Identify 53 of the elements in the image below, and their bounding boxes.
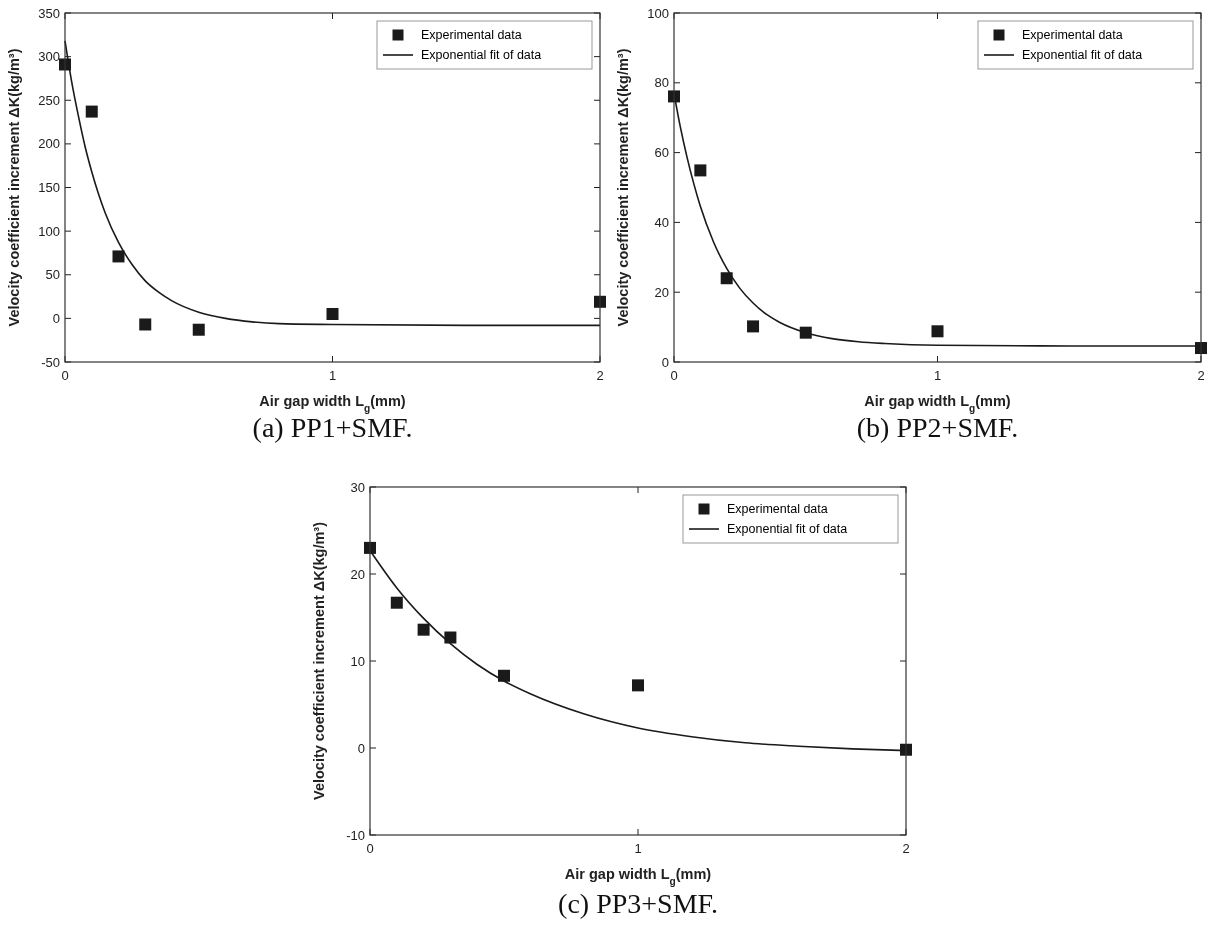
x-axis-title: Air gap width L$_{g}$(mm) [864, 393, 1011, 414]
y-axis-title: Velocity coefficient increment ΔK(kg/m³) [311, 521, 327, 800]
point [326, 308, 339, 321]
y-tick-label: -50 [41, 354, 60, 370]
text: (c) PP3+SMF. [558, 888, 718, 919]
x-tick-label: 1 [328, 368, 337, 383]
y-tick-label: 350 [38, 5, 60, 21]
x-tick-label: 2 [1197, 368, 1205, 383]
y-tick-label: 40 [654, 214, 669, 230]
point [112, 250, 125, 263]
y-tick-label: 100 [647, 5, 669, 21]
y-tick-label: 10 [350, 653, 365, 669]
point [720, 272, 733, 285]
point [139, 318, 152, 331]
y-tick-label: 30 [350, 479, 365, 495]
y-tick-label: 200 [38, 136, 60, 152]
point [498, 669, 510, 682]
point [632, 679, 644, 692]
point [85, 105, 98, 118]
legend-label: Experimental data [1022, 28, 1123, 42]
x-tick-label: 2 [596, 368, 604, 383]
x-axis-title: Air gap width L$_{g}$(mm) [564, 866, 712, 887]
point [444, 631, 457, 644]
legend-label: Experimental data [421, 28, 522, 42]
legend-label: Exponential fit of data [727, 522, 848, 536]
y-tick-label: 150 [38, 180, 60, 195]
y-tick-label: 20 [350, 566, 365, 582]
point [694, 164, 707, 177]
point [417, 623, 430, 636]
y-tick-label: 300 [38, 49, 60, 65]
y-tick-label: -10 [346, 827, 365, 843]
y-tick-label: 0 [661, 354, 669, 370]
point [390, 596, 403, 609]
x-tick-label: 2 [902, 841, 910, 856]
y-tick-label: 60 [654, 145, 669, 161]
y-tick-label: 250 [38, 92, 60, 108]
legend-label: Exponential fit of data [421, 48, 542, 62]
y-tick-label: 100 [38, 223, 60, 239]
y-axis-title: Velocity coefficient increment ΔK(kg/m³) [6, 48, 22, 327]
x-axis-title: Air gap width L$_{g}$(mm) [259, 393, 406, 414]
point [192, 323, 205, 336]
y-tick-label: 20 [654, 284, 669, 300]
y-tick-label: 50 [45, 267, 60, 283]
y-tick-label: 80 [654, 75, 669, 91]
point [931, 325, 944, 338]
x-tick-label: 1 [634, 841, 642, 856]
y-axis-title: Velocity coefficient increment ΔK(kg/m³) [615, 48, 631, 327]
legend-label: Exponential fit of data [1022, 48, 1143, 62]
point [747, 320, 760, 333]
legend-label: Experimental data [727, 502, 828, 516]
y-tick-label: 0 [357, 740, 365, 756]
y-tick-label: 0 [52, 310, 60, 326]
x-tick-label: 1 [933, 368, 942, 383]
